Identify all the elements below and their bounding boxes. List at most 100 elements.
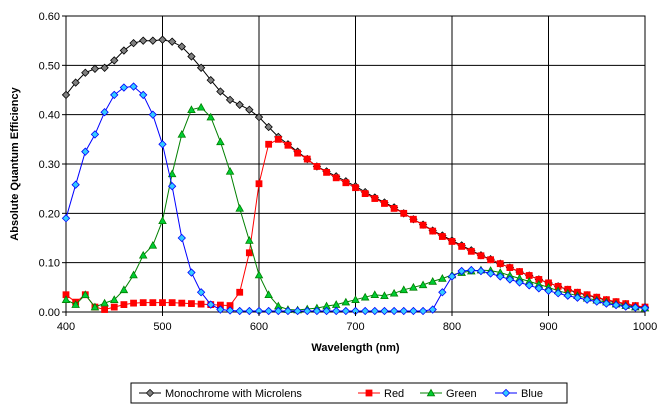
y-tick-label: 0.30: [39, 159, 60, 171]
y-tick-label: 0.40: [39, 110, 60, 122]
data-point: [343, 180, 349, 186]
data-point: [236, 205, 243, 211]
x-tick-label: 900: [539, 321, 557, 333]
data-point: [91, 65, 98, 72]
legend-label: Green: [446, 388, 477, 400]
data-point: [555, 290, 562, 297]
data-point: [226, 168, 233, 174]
data-point: [420, 222, 426, 228]
data-point: [265, 307, 272, 314]
data-point: [236, 101, 243, 108]
data-point: [371, 291, 378, 297]
data-point: [82, 148, 89, 155]
data-point: [255, 271, 262, 277]
data-point: [246, 307, 253, 314]
x-tick-label: 800: [443, 321, 461, 333]
x-tick-label: 400: [57, 321, 75, 333]
data-point: [401, 210, 407, 216]
y-tick-label: 0.10: [39, 258, 60, 270]
data-point: [439, 289, 446, 296]
data-point: [72, 181, 79, 188]
data-point: [149, 242, 156, 248]
data-point: [333, 307, 340, 314]
data-point: [246, 250, 252, 256]
data-point: [391, 205, 397, 211]
data-point: [439, 234, 445, 240]
data-point: [237, 289, 243, 295]
data-point: [265, 291, 272, 297]
data-point: [179, 300, 185, 306]
data-point: [178, 234, 185, 241]
data-point: [517, 269, 523, 275]
data-point: [304, 156, 310, 162]
y-tick-label: 0.20: [39, 208, 60, 220]
data-point: [294, 307, 301, 314]
data-point: [459, 243, 465, 249]
data-point: [468, 248, 474, 254]
data-point: [324, 169, 330, 175]
data-point: [188, 301, 194, 307]
data-point: [419, 307, 426, 314]
x-axis-title: Wavelength (nm): [311, 342, 400, 354]
data-point: [564, 292, 571, 299]
data-point: [333, 175, 339, 181]
data-point: [91, 131, 98, 138]
data-point: [400, 307, 407, 314]
data-point: [121, 302, 127, 308]
data-point: [102, 307, 108, 313]
data-point: [285, 142, 291, 148]
data-point: [101, 300, 108, 306]
legend-label: Monochrome with Microlens: [165, 388, 302, 400]
data-point: [371, 307, 378, 314]
y-tick-label: 0.00: [39, 307, 60, 319]
data-point: [178, 131, 185, 137]
data-point: [353, 185, 359, 191]
data-point: [130, 271, 137, 277]
data-point: [275, 136, 281, 142]
x-tick-label: 600: [250, 321, 268, 333]
data-point: [120, 286, 127, 292]
data-point: [131, 300, 137, 306]
data-point: [198, 104, 205, 110]
data-point: [430, 228, 436, 234]
data-point: [160, 300, 166, 306]
data-point: [362, 307, 369, 314]
data-point: [198, 301, 204, 307]
data-point: [62, 215, 69, 222]
data-point: [449, 238, 455, 244]
data-point: [497, 261, 503, 267]
legend: Monochrome with Microlens Red Green Blue: [131, 383, 567, 403]
data-point: [314, 163, 320, 169]
grid-layer: [66, 16, 645, 312]
data-point: [169, 300, 175, 306]
y-axis-title: Absolute Quantum Efficiency: [9, 86, 21, 240]
data-point: [391, 307, 398, 314]
data-point: [188, 269, 195, 276]
data-point: [362, 191, 368, 197]
data-point: [381, 307, 388, 314]
data-point: [140, 300, 146, 306]
legend-label: Red: [384, 388, 404, 400]
data-point: [149, 111, 156, 118]
data-point: [488, 257, 494, 263]
y-tick-label: 0.50: [39, 60, 60, 72]
x-tick-label: 500: [153, 321, 171, 333]
y-tick-label: 0.60: [39, 11, 60, 23]
data-point: [150, 300, 156, 306]
data-point: [478, 253, 484, 259]
data-point: [159, 217, 166, 223]
data-point: [169, 38, 176, 45]
data-point: [111, 304, 117, 310]
data-point: [477, 267, 484, 274]
data-point: [256, 181, 262, 187]
data-point: [507, 265, 513, 271]
data-point: [381, 200, 387, 206]
data-point: [217, 138, 224, 144]
data-point: [236, 307, 243, 314]
data-point: [266, 141, 272, 147]
data-point: [159, 36, 166, 43]
data-point: [295, 150, 301, 156]
x-tick-label: 1000: [633, 321, 657, 333]
